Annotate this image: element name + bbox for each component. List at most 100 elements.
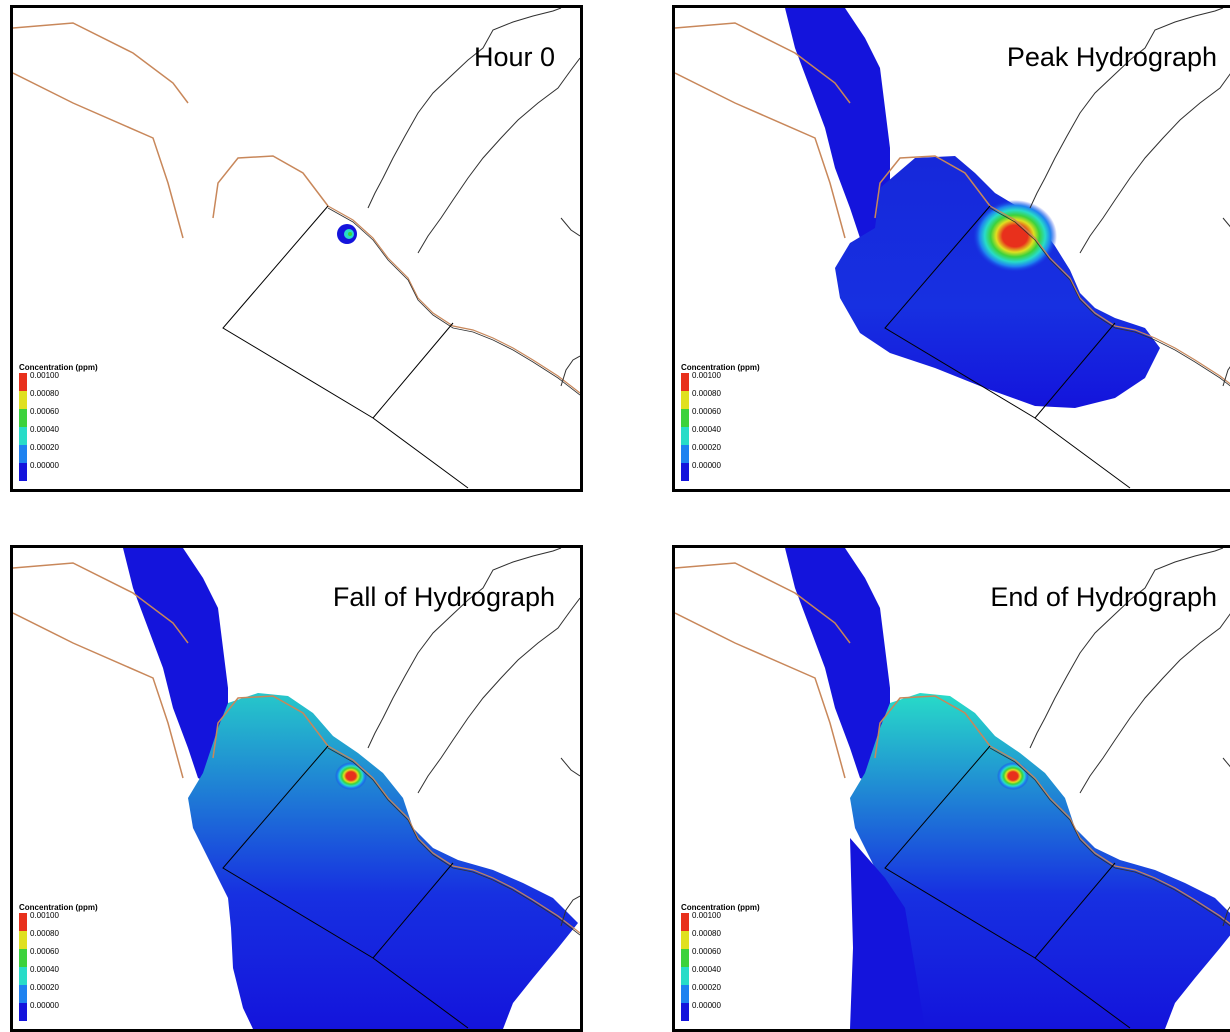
legend-swatch [681, 913, 689, 931]
stream-line [560, 355, 580, 387]
legend-entry: 0.00040 [19, 425, 98, 445]
stream-line [1222, 906, 1230, 927]
legend-swatch [19, 391, 27, 409]
shoreline-line [327, 745, 580, 934]
legend-entry: 0.00040 [681, 425, 760, 445]
road-line [212, 695, 329, 759]
legend-entry: 0.00000 [19, 1001, 98, 1021]
map-panel-end-of-hydrograph: End of Hydrograph Concentration (ppm) 0.0… [672, 545, 1230, 1032]
legend-entry: 0.00040 [681, 965, 760, 985]
legend-swatch [681, 985, 689, 1003]
shoreline-edge [989, 747, 1230, 927]
panel-title: Peak Hydrograph [1006, 42, 1217, 72]
legend-entry: 0.00020 [19, 983, 98, 1003]
study-area-boundary [884, 205, 1131, 489]
legend-swatch [19, 1003, 27, 1021]
legend-swatch [19, 913, 27, 931]
legend-label: 0.00000 [30, 1001, 59, 1010]
legend-entry: 0.00000 [681, 461, 760, 481]
legend-swatch [19, 985, 27, 1003]
lowland-inundation [850, 838, 925, 1029]
plume-origin-center [348, 232, 352, 236]
legend-swatch [681, 463, 689, 481]
road-line [675, 22, 851, 104]
legend-swatch [681, 427, 689, 445]
map-panel-hour-0: Hour 0 Concentration (ppm) 0.00100 0.00080… [10, 5, 583, 492]
stream-line [1029, 548, 1224, 749]
legend-label: 0.00020 [692, 443, 721, 452]
legend-swatch [681, 1003, 689, 1021]
stream-line [1222, 366, 1230, 387]
legend-swatch [19, 463, 27, 481]
legend-label: 0.00020 [30, 443, 59, 452]
legend-label: 0.00100 [692, 371, 721, 380]
legend-entry: 0.00100 [681, 911, 760, 931]
legend-label: 0.00020 [692, 983, 721, 992]
stream-line [417, 597, 580, 794]
map-canvas [13, 548, 580, 1029]
road-line [13, 22, 189, 104]
road-line [212, 155, 329, 219]
stream-line [560, 217, 580, 237]
shoreline-edge [989, 207, 1230, 387]
concentration-legend: Concentration (ppm) 0.00100 0.00080 0.00060… [19, 903, 98, 1021]
road-line [675, 562, 851, 644]
legend-label: 0.00080 [30, 929, 59, 938]
stream-line [1222, 757, 1230, 768]
map-canvas [13, 8, 580, 489]
legend-entry: 0.00020 [681, 983, 760, 1003]
legend-label: 0.00020 [30, 983, 59, 992]
legend-entry: 0.00100 [681, 371, 760, 391]
stream-line [367, 548, 562, 749]
map-canvas [675, 548, 1230, 1029]
legend-entry: 0.00080 [681, 389, 760, 409]
road-line [874, 695, 991, 759]
shoreline-line [327, 205, 580, 394]
stream-line [560, 757, 580, 777]
road-line [675, 72, 846, 239]
road-line [13, 72, 184, 239]
legend-swatch [681, 391, 689, 409]
legend-swatch [681, 931, 689, 949]
stream-line [1222, 217, 1230, 228]
panel-title: End of Hydrograph [990, 582, 1217, 612]
legend-entry: 0.00060 [681, 407, 760, 427]
legend-swatch [681, 409, 689, 427]
legend-title: Concentration (ppm) [681, 903, 760, 912]
stream-line [1079, 73, 1230, 254]
legend-entry: 0.00000 [19, 461, 98, 481]
legend-entry: 0.00060 [681, 947, 760, 967]
legend-entry: 0.00020 [681, 443, 760, 463]
legend-label: 0.00060 [30, 947, 59, 956]
legend-swatch [19, 409, 27, 427]
study-area-boundary [222, 745, 469, 1029]
legend-label: 0.00040 [692, 425, 721, 434]
legend-swatch [19, 373, 27, 391]
legend-label: 0.00040 [30, 425, 59, 434]
legend-swatch [19, 967, 27, 985]
legend-entry: 0.00060 [19, 947, 98, 967]
legend-title: Concentration (ppm) [19, 903, 98, 912]
stream-line [367, 8, 562, 209]
legend-title: Concentration (ppm) [19, 363, 98, 372]
map-panel-fall-of-hydrograph: Fall of Hydrograph Concentration (ppm) 0.… [10, 545, 583, 1032]
road-line [13, 562, 189, 644]
shoreline-line [989, 205, 1230, 385]
concentration-hotspot [997, 762, 1029, 790]
legend-label: 0.00080 [692, 929, 721, 938]
legend-swatch [19, 949, 27, 967]
road-line [675, 612, 846, 779]
legend-swatch [681, 949, 689, 967]
inundation-plume [850, 693, 1230, 1029]
legend-label: 0.00000 [30, 461, 59, 470]
concentration-legend: Concentration (ppm) 0.00100 0.00080 0.00060… [681, 903, 760, 1021]
legend-label: 0.00100 [30, 911, 59, 920]
legend-title: Concentration (ppm) [681, 363, 760, 372]
legend-entry: 0.00060 [19, 407, 98, 427]
legend-label: 0.00000 [692, 461, 721, 470]
map-panel-peak-hydrograph: Peak Hydrograph Concentration (ppm) 0.001… [672, 5, 1230, 492]
shoreline-edge [327, 747, 580, 936]
legend-label: 0.00060 [692, 947, 721, 956]
stream-line [417, 57, 580, 254]
legend-entry: 0.00080 [681, 929, 760, 949]
